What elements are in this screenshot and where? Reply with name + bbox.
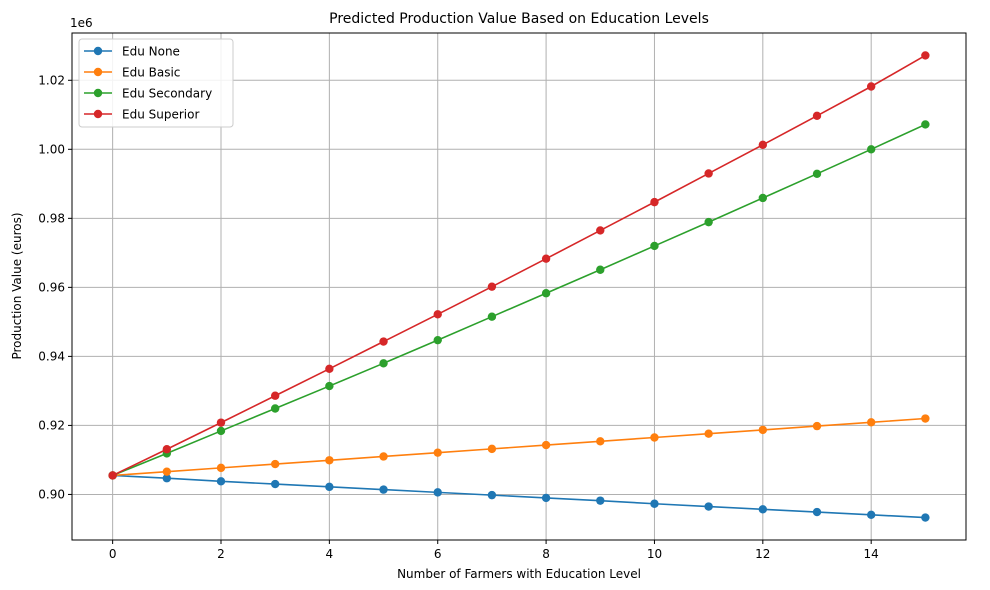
data-point-edu-none: [379, 485, 388, 494]
data-point-edu-superior: [866, 82, 876, 91]
data-point-edu-basic: [758, 425, 768, 435]
data-point-edu-basic: [866, 418, 876, 427]
data-point-edu-secondary: [216, 426, 226, 436]
x-tick-label: 6: [434, 547, 442, 561]
data-point-edu-basic: [325, 456, 334, 465]
x-tick-label: 0: [109, 547, 117, 561]
data-point-edu-basic: [704, 429, 713, 438]
y-tick-label: 0.90: [38, 487, 65, 501]
data-point-edu-superior: [596, 226, 605, 235]
data-point-edu-none: [162, 474, 172, 483]
data-point-edu-secondary: [812, 169, 822, 179]
data-point-edu-superior: [812, 111, 822, 121]
data-point-edu-secondary: [650, 241, 659, 251]
data-point-edu-superior: [433, 310, 442, 319]
data-point-edu-none: [704, 502, 713, 511]
data-point-edu-superior: [704, 169, 713, 178]
data-point-edu-none: [270, 479, 280, 489]
y-tick-label: 0.96: [38, 280, 65, 294]
data-point-edu-basic: [650, 433, 659, 442]
x-axis-label: Number of Farmers with Education Level: [397, 567, 641, 581]
x-tick-label: 10: [647, 547, 662, 561]
data-point-edu-superior: [108, 471, 117, 480]
data-point-edu-none: [541, 493, 551, 503]
data-point-edu-none: [596, 496, 605, 505]
legend-marker-edu-none: [93, 46, 103, 56]
data-point-edu-basic: [270, 459, 280, 469]
legend-marker-edu-superior: [93, 109, 103, 119]
legend: Edu None Edu Basic Edu Secondary Edu Superi…: [78, 38, 234, 128]
x-tick-label: 14: [864, 547, 879, 561]
y-tick-label: 1.00: [38, 142, 65, 156]
data-point-edu-secondary: [921, 120, 930, 129]
data-point-edu-basic: [433, 448, 442, 457]
y-axis-label: Production Value (euros): [10, 212, 24, 359]
chart-title: Predicted Production Value Based on Educ…: [329, 11, 709, 27]
data-point-edu-none: [433, 488, 442, 497]
data-point-edu-none: [487, 490, 497, 500]
data-point-edu-basic: [216, 463, 226, 473]
data-point-edu-secondary: [758, 193, 768, 203]
data-point-edu-basic: [596, 437, 605, 446]
y-axis-ticks: 0.90 0.92 0.94 0.96 0.98 1.00 1.02: [38, 73, 72, 501]
y-tick-label: 0.98: [38, 211, 65, 225]
data-point-edu-basic: [812, 421, 822, 431]
legend-label-edu-none: Edu None: [122, 45, 180, 59]
data-point-edu-superior: [270, 391, 280, 400]
data-point-edu-basic: [487, 444, 497, 454]
data-point-edu-secondary: [270, 404, 280, 413]
data-point-edu-none: [650, 499, 659, 508]
data-point-edu-none: [921, 513, 930, 522]
data-point-edu-secondary: [487, 312, 497, 321]
data-point-edu-superior: [162, 445, 172, 454]
series-layer: [108, 51, 930, 522]
data-point-edu-superior: [650, 197, 659, 207]
plot-area-frame: [71, 32, 967, 541]
data-point-edu-superior: [541, 254, 551, 263]
data-point-edu-secondary: [325, 381, 334, 391]
data-point-edu-secondary: [541, 289, 551, 298]
series-line-edu-basic: [112, 417, 926, 477]
data-point-edu-secondary: [379, 359, 388, 368]
data-point-edu-none: [812, 507, 822, 517]
data-point-edu-superior: [379, 337, 388, 346]
x-tick-label: 2: [217, 547, 225, 561]
data-point-edu-basic: [379, 452, 388, 461]
data-point-edu-none: [758, 505, 768, 514]
data-point-edu-basic: [541, 440, 551, 450]
data-point-edu-secondary: [866, 145, 876, 154]
data-point-edu-secondary: [433, 335, 442, 345]
y-tick-label: 0.94: [38, 349, 65, 363]
x-tick-label: 12: [755, 547, 770, 561]
series-line-edu-none: [112, 474, 926, 519]
x-tick-label: 4: [326, 547, 334, 561]
data-point-edu-superior: [921, 51, 930, 60]
legend-marker-edu-basic: [93, 67, 103, 77]
data-point-edu-superior: [325, 364, 334, 374]
data-point-edu-secondary: [704, 217, 713, 227]
legend-frame: [78, 38, 234, 128]
data-point-edu-none: [866, 510, 876, 520]
data-point-edu-basic: [162, 467, 172, 476]
series-line-edu-superior: [112, 54, 926, 477]
x-axis-ticks: 0 2 4 6 8 10 12 14: [109, 540, 879, 561]
legend-label-edu-secondary: Edu Secondary: [122, 87, 212, 101]
data-point-edu-superior: [216, 418, 226, 427]
x-tick-label: 8: [542, 547, 550, 561]
legend-marker-edu-secondary: [93, 88, 103, 98]
data-point-edu-superior: [487, 282, 497, 291]
data-point-edu-secondary: [596, 265, 605, 274]
legend-label-edu-basic: Edu Basic: [122, 66, 180, 80]
series-line-edu-secondary: [112, 123, 926, 477]
y-tick-label: 0.92: [38, 418, 65, 432]
data-point-edu-basic: [921, 414, 930, 423]
data-point-edu-none: [216, 477, 226, 486]
data-point-edu-none: [325, 482, 334, 492]
data-point-edu-superior: [758, 140, 768, 150]
y-axis-offset-label: 1e6: [70, 16, 93, 30]
legend-label-edu-superior: Edu Superior: [122, 108, 199, 122]
y-tick-label: 1.02: [38, 73, 65, 87]
